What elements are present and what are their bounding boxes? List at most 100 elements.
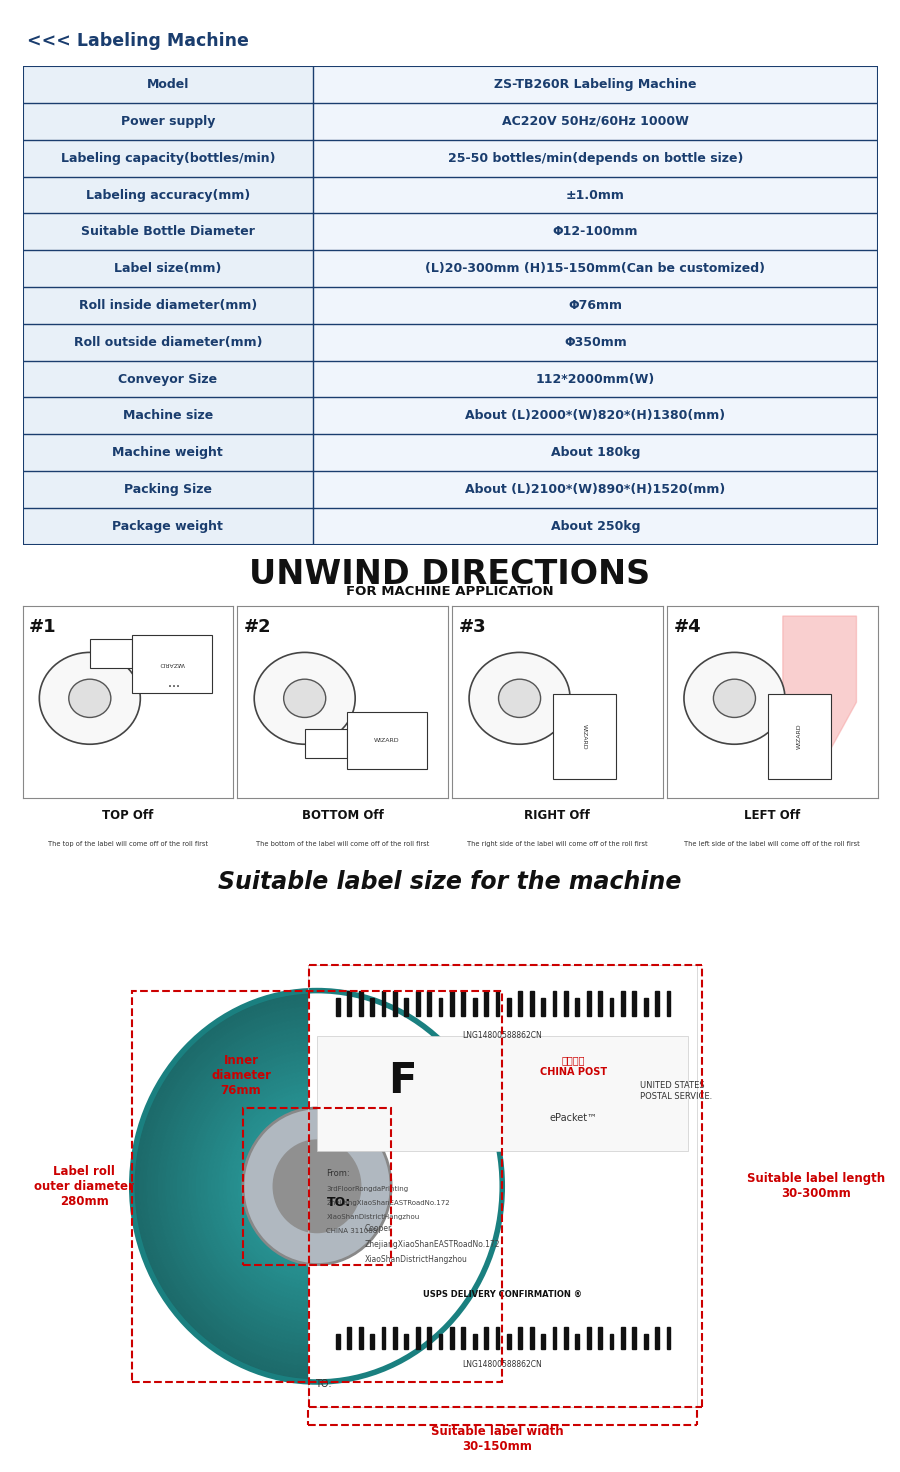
Bar <box>313 287 878 324</box>
Text: #3: #3 <box>459 618 486 636</box>
Bar <box>416 1326 419 1348</box>
Text: <<< Labeling Machine: <<< Labeling Machine <box>27 32 248 50</box>
Circle shape <box>265 1130 369 1241</box>
Circle shape <box>314 1183 319 1189</box>
Bar <box>317 1036 688 1151</box>
Circle shape <box>249 1116 384 1257</box>
Text: About 250kg: About 250kg <box>551 520 640 533</box>
Bar <box>370 998 374 1016</box>
Text: ePacket™: ePacket™ <box>550 1113 598 1123</box>
Text: CHINA 311088: CHINA 311088 <box>327 1229 378 1235</box>
Circle shape <box>177 1039 456 1334</box>
Circle shape <box>215 1079 418 1294</box>
Bar <box>564 1326 568 1348</box>
Bar <box>370 1334 374 1348</box>
Text: LNG14800588862CN: LNG14800588862CN <box>463 1360 542 1369</box>
Bar <box>450 991 454 1016</box>
Bar <box>472 998 477 1016</box>
Text: Inner
diameter
76mm: Inner diameter 76mm <box>211 1054 271 1098</box>
Text: Roll outside diameter(mm): Roll outside diameter(mm) <box>74 336 262 349</box>
Circle shape <box>200 1063 434 1310</box>
Bar <box>438 998 443 1016</box>
Circle shape <box>292 1160 343 1213</box>
Bar <box>655 1326 659 1348</box>
Text: TO:: TO: <box>327 1197 351 1210</box>
Bar <box>438 1334 443 1348</box>
Circle shape <box>40 652 140 745</box>
Bar <box>496 991 500 1016</box>
Bar <box>313 508 878 545</box>
Bar <box>450 1326 454 1348</box>
Text: Conveyor Size: Conveyor Size <box>118 372 218 386</box>
Circle shape <box>155 1014 480 1357</box>
Bar <box>359 991 363 1016</box>
Circle shape <box>284 679 326 717</box>
Bar <box>243 1108 392 1264</box>
Bar <box>313 361 878 397</box>
Bar <box>393 1326 397 1348</box>
Text: LEFT Off: LEFT Off <box>744 808 800 821</box>
Text: LNG14800588862CN: LNG14800588862CN <box>463 1030 542 1039</box>
Text: 112*2000mm(W): 112*2000mm(W) <box>536 372 655 386</box>
Circle shape <box>284 1151 350 1222</box>
Bar <box>308 966 697 1407</box>
Bar <box>655 991 659 1016</box>
Bar <box>507 1334 511 1348</box>
Text: Model: Model <box>147 78 189 91</box>
Circle shape <box>230 1095 403 1278</box>
Text: Packing Size: Packing Size <box>124 483 212 496</box>
Bar <box>22 324 313 361</box>
Circle shape <box>307 1175 328 1197</box>
Bar <box>346 712 427 768</box>
Circle shape <box>143 1002 490 1370</box>
Circle shape <box>273 1139 362 1234</box>
Bar <box>428 991 431 1016</box>
Text: 25-50 bottles/min(depends on bottle size): 25-50 bottles/min(depends on bottle size… <box>447 152 743 165</box>
Bar <box>518 1326 522 1348</box>
Circle shape <box>223 1086 411 1285</box>
Bar <box>768 695 832 779</box>
Circle shape <box>246 1111 388 1262</box>
Circle shape <box>131 991 502 1382</box>
Bar <box>609 1334 614 1348</box>
Bar <box>22 287 313 324</box>
Bar <box>22 250 313 287</box>
Text: #1: #1 <box>29 618 57 636</box>
Bar <box>575 1334 580 1348</box>
Bar <box>382 991 385 1016</box>
Text: USPS DELIVERY CONFIRMATION ®: USPS DELIVERY CONFIRMATION ® <box>423 1289 581 1300</box>
Bar <box>667 991 670 1016</box>
Bar <box>587 1326 590 1348</box>
Bar <box>621 991 625 1016</box>
Circle shape <box>227 1091 407 1282</box>
Text: WIZARD: WIZARD <box>582 724 588 749</box>
Bar <box>359 1326 363 1348</box>
Text: TOP Off: TOP Off <box>102 808 153 821</box>
Circle shape <box>238 1103 396 1269</box>
Bar <box>313 103 878 140</box>
Bar <box>404 1334 409 1348</box>
Bar <box>428 1326 431 1348</box>
Text: ZhejiangXiaoShanEASTRoadNo.172: ZhejiangXiaoShanEASTRoadNo.172 <box>327 1200 450 1207</box>
Text: FOR MACHINE APPLICATION: FOR MACHINE APPLICATION <box>346 584 554 598</box>
Bar <box>22 140 313 177</box>
Text: From:: From: <box>327 1169 350 1178</box>
Circle shape <box>295 1163 338 1210</box>
Bar <box>598 991 602 1016</box>
Text: (L)20-300mm (H)15-150mm(Can be customized): (L)20-300mm (H)15-150mm(Can be customize… <box>426 262 765 275</box>
Text: Suitable Bottle Diameter: Suitable Bottle Diameter <box>81 225 255 238</box>
Bar <box>22 397 313 434</box>
Text: Suitable label size for the machine: Suitable label size for the machine <box>219 870 681 894</box>
Bar <box>313 177 878 213</box>
Text: Suitable label length
30-300mm: Suitable label length 30-300mm <box>747 1172 885 1200</box>
Bar <box>131 991 502 1382</box>
Circle shape <box>189 1051 446 1322</box>
Bar <box>393 991 397 1016</box>
Text: About (L)2000*(W)820*(H)1380(mm): About (L)2000*(W)820*(H)1380(mm) <box>465 409 725 422</box>
Bar <box>22 361 313 397</box>
Bar <box>772 698 802 735</box>
Bar <box>347 1326 351 1348</box>
Bar <box>518 991 522 1016</box>
Text: Label roll
outer diameter
280mm: Label roll outer diameter 280mm <box>34 1164 134 1209</box>
Bar <box>313 324 878 361</box>
